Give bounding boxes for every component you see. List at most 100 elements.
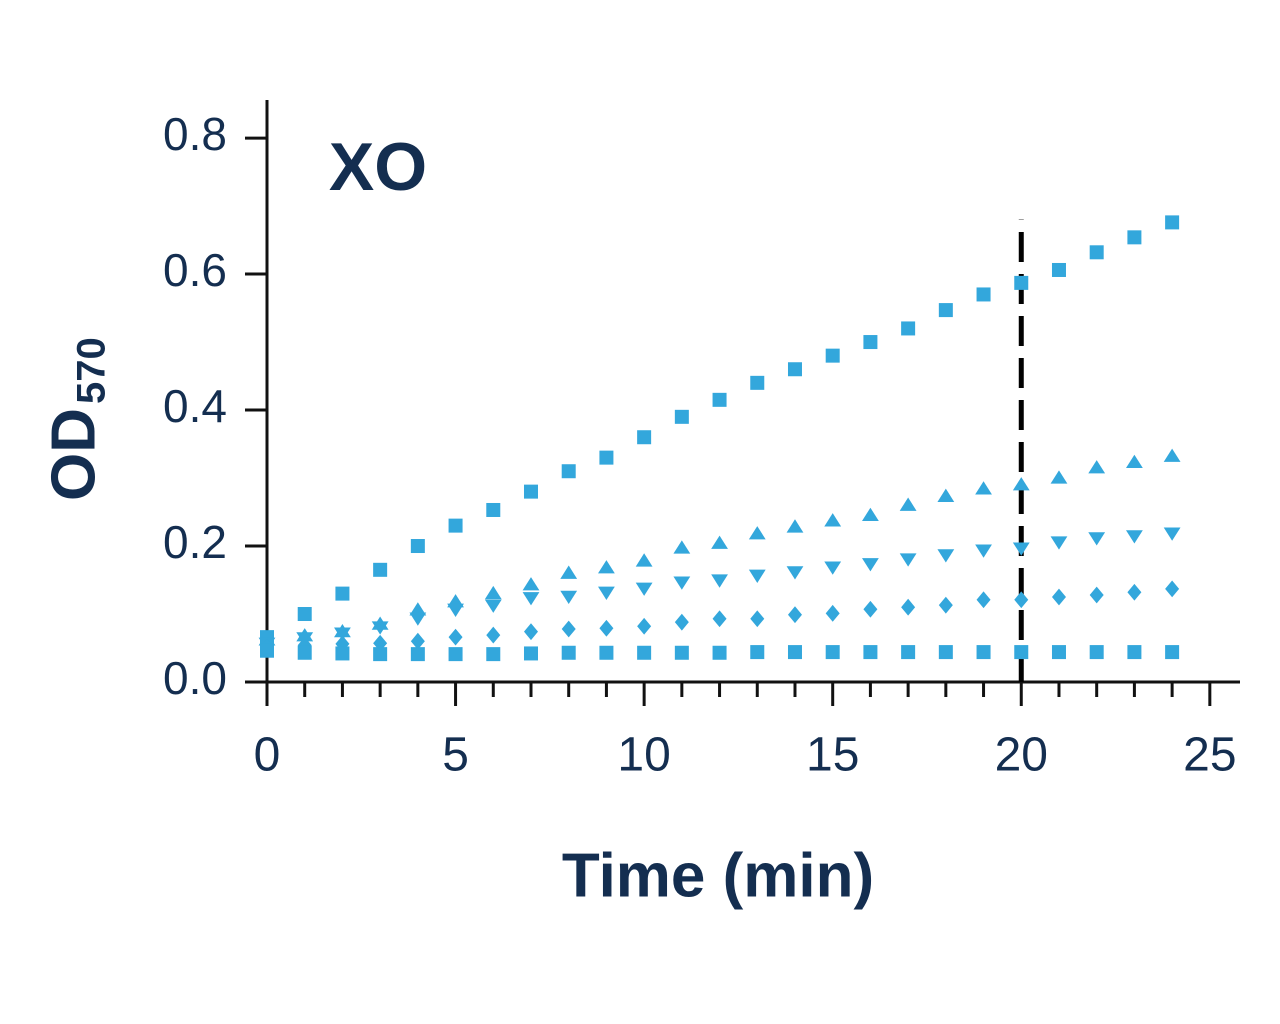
data-point	[975, 481, 992, 495]
data-point	[1089, 245, 1104, 260]
y-tick-label: 0.2	[163, 516, 227, 568]
y-tick-label: 0.0	[163, 652, 227, 704]
data-point	[937, 488, 955, 502]
data-point	[863, 335, 878, 350]
data-point	[825, 348, 840, 363]
data-point	[637, 430, 652, 445]
data-point	[1089, 645, 1104, 660]
data-point	[523, 646, 538, 661]
y-tick-label: 0.4	[163, 380, 227, 432]
data-point	[938, 596, 953, 614]
data-point	[1127, 645, 1142, 660]
data-point	[1127, 583, 1142, 601]
data-point	[1014, 275, 1029, 290]
data-point	[335, 586, 350, 601]
data-point	[448, 518, 463, 533]
data-point	[674, 613, 689, 631]
data-point	[486, 502, 501, 517]
data-point	[484, 599, 502, 613]
data-point	[410, 632, 425, 650]
data-point	[976, 591, 991, 609]
data-point	[522, 592, 540, 606]
data-point	[599, 450, 614, 465]
x-tick-label: 0	[254, 729, 281, 782]
data-point	[712, 645, 727, 660]
data-point	[787, 606, 802, 624]
data-point	[976, 645, 991, 660]
data-point	[1163, 448, 1181, 462]
data-point	[787, 645, 802, 660]
data-point	[335, 646, 350, 661]
data-point	[786, 566, 804, 580]
y-axis-label: OD	[39, 408, 108, 501]
x-tick-label: 10	[617, 729, 670, 782]
data-point	[598, 586, 615, 600]
data-point	[786, 519, 804, 533]
data-point	[750, 375, 765, 390]
data-point	[1088, 532, 1106, 546]
data-point	[1088, 460, 1106, 474]
data-point	[863, 600, 878, 618]
data-point	[1165, 215, 1180, 230]
data-point	[260, 643, 274, 658]
data-point	[560, 565, 578, 579]
data-point	[976, 287, 991, 302]
data-point	[523, 484, 538, 499]
data-point	[938, 303, 953, 318]
data-point	[824, 561, 842, 575]
data-point	[1126, 530, 1143, 544]
data-point	[371, 621, 389, 635]
data-point	[409, 612, 427, 626]
data-point	[899, 497, 917, 511]
data-point	[1127, 230, 1142, 245]
y-tick-label: 0.6	[163, 244, 227, 296]
data-point	[901, 321, 916, 336]
x-tick-label: 15	[806, 729, 859, 782]
data-point	[599, 645, 614, 660]
data-point	[1165, 645, 1180, 660]
data-point	[711, 535, 728, 549]
data-point	[448, 647, 463, 662]
x-axis-label: Time (min)	[562, 841, 874, 910]
y-axis-label-subscript: 570	[70, 337, 114, 404]
data-point	[635, 582, 653, 596]
data-point	[635, 553, 653, 567]
chart-title: XO	[329, 129, 427, 205]
data-point	[410, 647, 425, 662]
data-point	[1051, 588, 1066, 606]
data-point	[373, 647, 388, 662]
data-point	[1050, 470, 1068, 484]
data-point	[297, 645, 312, 660]
data-point	[1014, 591, 1029, 609]
x-tick-label: 5	[442, 729, 469, 782]
data-point	[484, 585, 502, 600]
data-point	[486, 626, 501, 644]
data-point	[674, 645, 689, 660]
data-point	[673, 540, 691, 554]
data-point	[1050, 536, 1068, 550]
data-point	[975, 544, 992, 558]
data-point	[712, 610, 727, 628]
y-tick-label: 0.8	[163, 108, 227, 160]
data-point	[748, 526, 766, 540]
data-point	[297, 607, 312, 622]
data-point	[750, 610, 765, 628]
data-point	[825, 604, 840, 622]
data-point	[1014, 645, 1029, 660]
data-point	[899, 553, 917, 567]
data-point	[711, 574, 728, 588]
data-point	[560, 590, 578, 605]
data-point	[447, 603, 464, 617]
data-point	[1012, 477, 1030, 491]
data-point	[522, 577, 540, 591]
data-point	[598, 560, 615, 574]
data-point	[448, 628, 463, 646]
data-point	[862, 507, 879, 522]
data-point	[1051, 645, 1066, 660]
data-point	[748, 569, 766, 583]
data-point	[561, 464, 576, 479]
data-point	[486, 647, 501, 662]
data-point	[637, 645, 652, 660]
data-point	[862, 558, 879, 572]
